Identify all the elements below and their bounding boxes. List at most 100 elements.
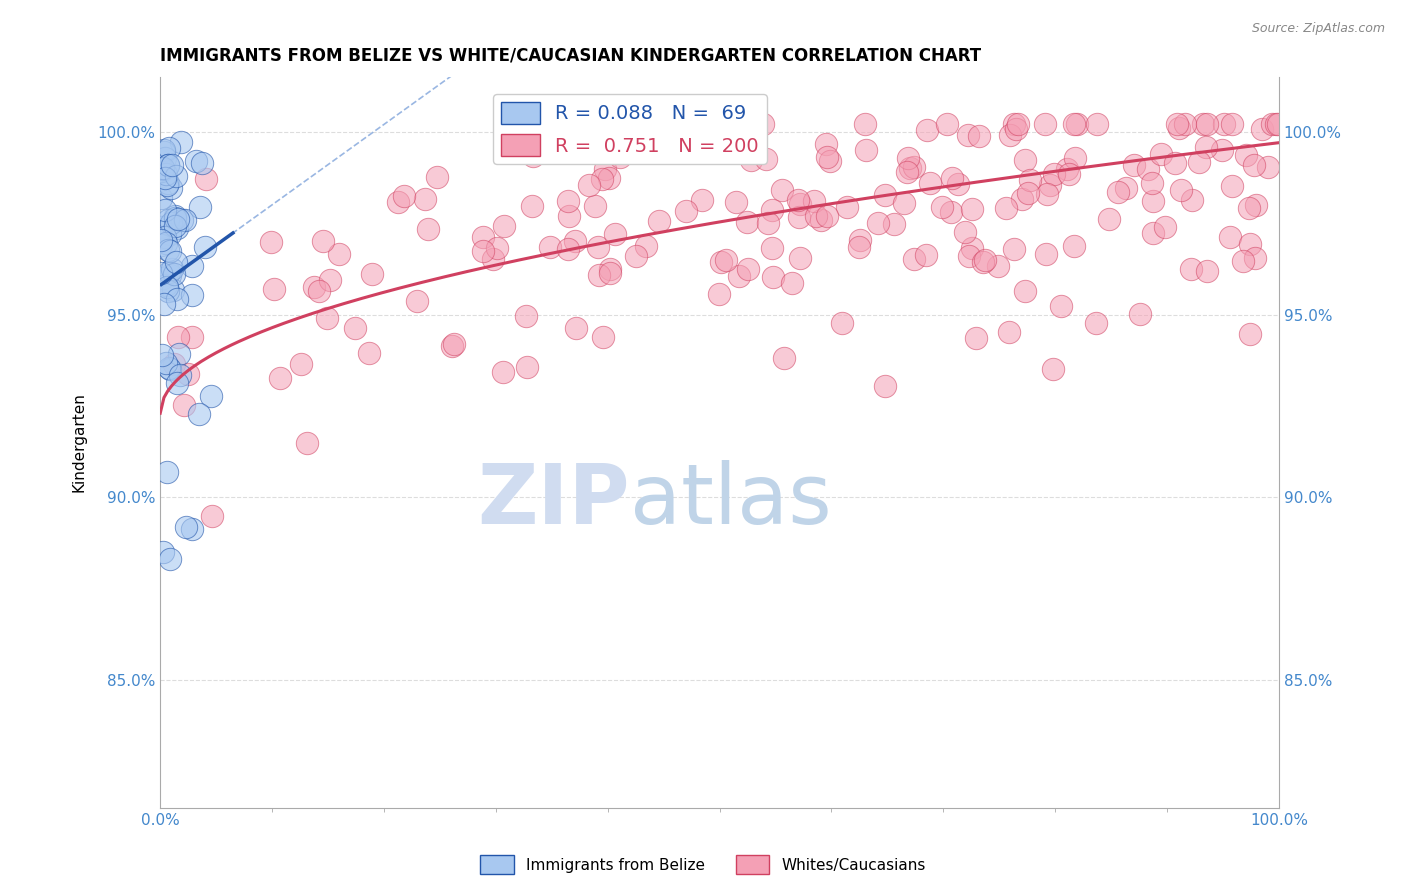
Point [538, 240, 561, 254]
Point [598, 170, 620, 185]
Point [731, 117, 754, 131]
Point [150, 233, 173, 247]
Point [761, 202, 783, 217]
Point [1267, 117, 1289, 131]
Point [195, 171, 218, 186]
Point [557, 242, 579, 256]
Point [522, 149, 544, 163]
Point [578, 178, 600, 193]
Point [200, 389, 222, 403]
Point [308, 285, 330, 299]
Point [709, 287, 731, 301]
Point [903, 160, 925, 174]
Point [1232, 253, 1254, 268]
Point [1191, 117, 1213, 131]
Point [157, 141, 180, 155]
Point [1000, 128, 1022, 143]
Point [957, 128, 980, 143]
Point [426, 169, 449, 184]
Point [724, 194, 747, 209]
Point [169, 135, 191, 149]
Point [297, 436, 319, 450]
Point [903, 252, 925, 266]
Point [163, 219, 186, 233]
Point [343, 321, 366, 335]
Point [761, 241, 783, 255]
Point [626, 249, 648, 263]
Point [157, 361, 180, 376]
Point [304, 280, 326, 294]
Point [636, 239, 658, 253]
Point [181, 522, 204, 536]
Point [599, 262, 621, 277]
Point [150, 348, 173, 362]
Point [946, 177, 969, 191]
Point [1243, 157, 1265, 171]
Point [166, 292, 188, 306]
Point [837, 200, 859, 214]
Point [1220, 179, 1243, 194]
Point [169, 368, 191, 382]
Point [1142, 194, 1164, 208]
Point [915, 122, 938, 136]
Point [896, 165, 918, 179]
Point [853, 117, 876, 131]
Point [941, 170, 963, 185]
Point [897, 151, 920, 165]
Point [755, 152, 778, 166]
Point [263, 282, 285, 296]
Point [1187, 154, 1209, 169]
Point [166, 376, 188, 390]
Point [815, 210, 838, 224]
Point [165, 169, 187, 184]
Point [152, 544, 174, 558]
Point [814, 137, 837, 152]
Point [972, 254, 994, 268]
Point [181, 330, 204, 344]
Point [191, 155, 214, 169]
Point [591, 171, 613, 186]
Point [155, 167, 177, 181]
Point [150, 190, 173, 204]
Point [1063, 117, 1085, 131]
Point [157, 243, 180, 257]
Point [156, 178, 179, 193]
Point [875, 378, 897, 392]
Point [165, 211, 187, 225]
Point [328, 247, 350, 261]
Point [675, 204, 697, 219]
Legend: Immigrants from Belize, Whites/Caucasians: Immigrants from Belize, Whites/Caucasian… [474, 849, 932, 880]
Point [875, 188, 897, 202]
Point [558, 209, 581, 223]
Point [967, 128, 990, 143]
Point [1220, 117, 1243, 131]
Point [773, 351, 796, 365]
Point [155, 277, 177, 292]
Point [1164, 155, 1187, 169]
Point [936, 117, 959, 131]
Point [1167, 120, 1189, 135]
Point [957, 249, 980, 263]
Point [190, 200, 212, 214]
Point [1211, 143, 1233, 157]
Point [1056, 161, 1078, 176]
Point [671, 117, 693, 131]
Point [1136, 162, 1159, 177]
Point [159, 362, 181, 376]
Point [1019, 173, 1042, 187]
Point [159, 244, 181, 258]
Point [1035, 187, 1057, 202]
Point [162, 283, 184, 297]
Legend: R = 0.088   N =  69, R =  0.751   N = 200: R = 0.088 N = 69, R = 0.751 N = 200 [494, 94, 766, 164]
Point [157, 157, 180, 171]
Point [1264, 117, 1286, 131]
Point [472, 229, 495, 244]
Point [482, 252, 505, 266]
Point [737, 262, 759, 277]
Point [167, 211, 190, 226]
Point [156, 285, 179, 299]
Point [994, 201, 1017, 215]
Point [592, 330, 614, 344]
Point [1195, 264, 1218, 278]
Point [740, 153, 762, 167]
